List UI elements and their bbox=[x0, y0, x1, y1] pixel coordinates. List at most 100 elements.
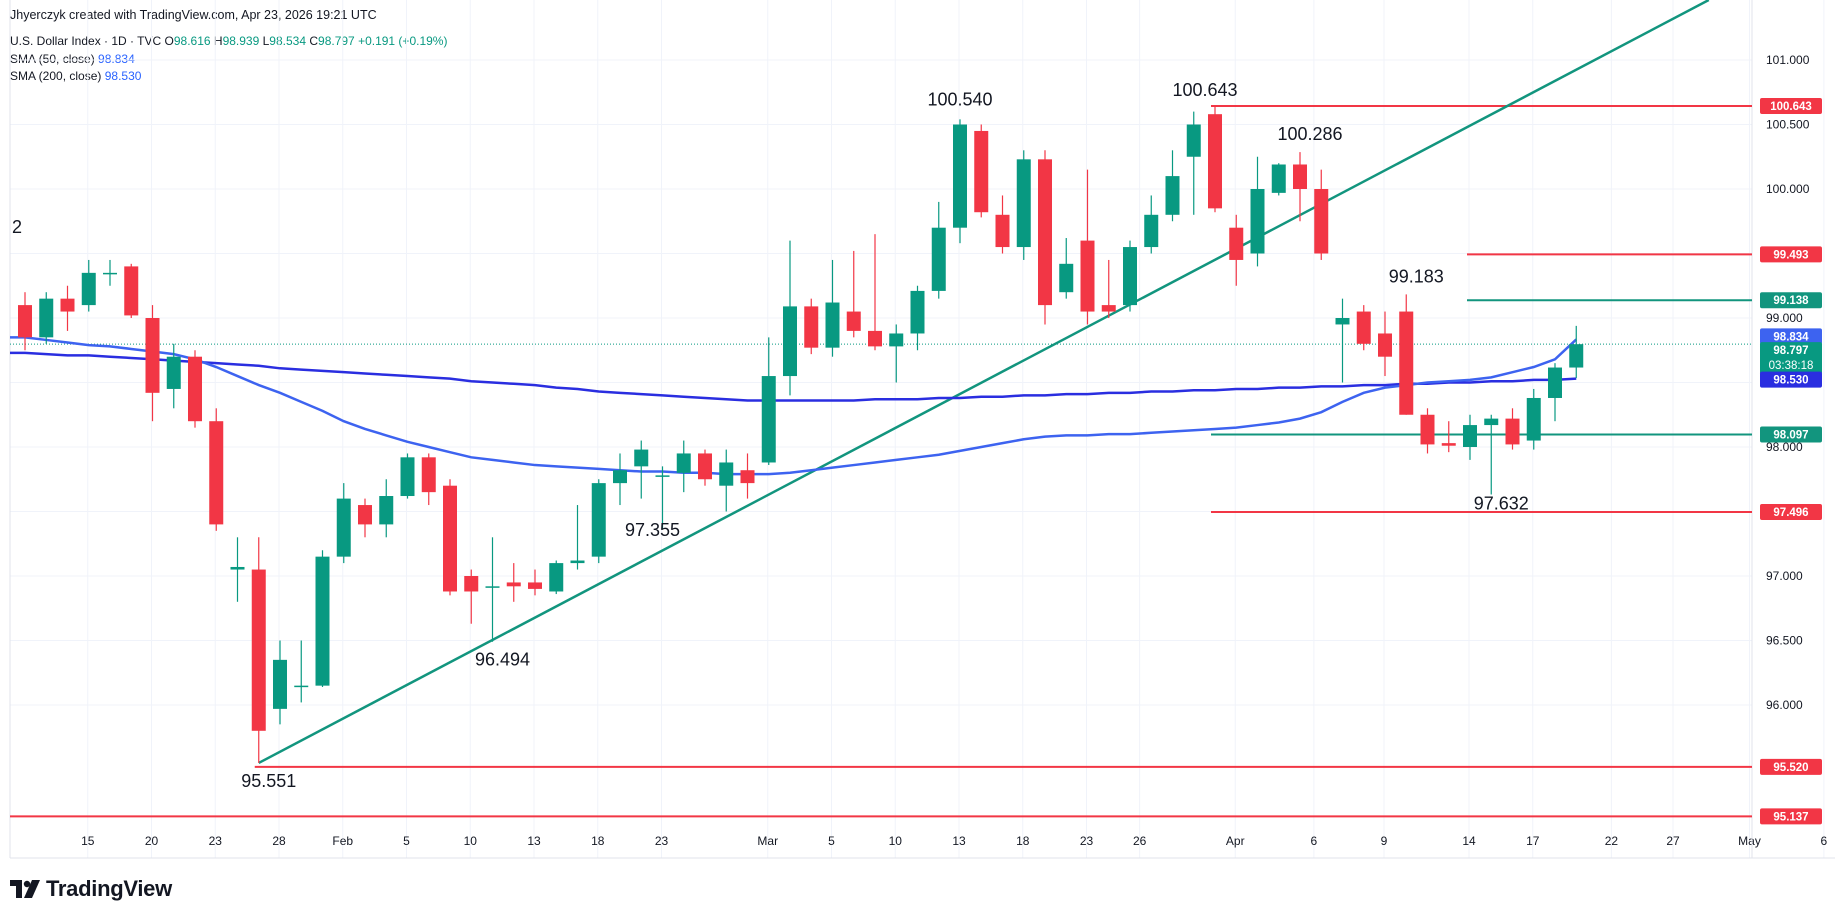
x-tick-label: 28 bbox=[272, 834, 286, 848]
candle bbox=[868, 234, 882, 351]
candle-body bbox=[1250, 189, 1265, 254]
candle-body bbox=[273, 659, 287, 709]
candle bbox=[1186, 111, 1201, 215]
x-tick-label: 6 bbox=[1311, 834, 1318, 848]
candle-body bbox=[1526, 397, 1541, 441]
candle bbox=[1314, 169, 1329, 260]
sma50-line bbox=[10, 336, 1578, 476]
candle bbox=[506, 563, 521, 602]
candle bbox=[1165, 150, 1180, 222]
price-annotation: 99.183 bbox=[1389, 266, 1444, 286]
candle bbox=[1569, 325, 1584, 379]
candle bbox=[591, 479, 606, 564]
candle bbox=[1378, 311, 1392, 377]
x-tick-label: 18 bbox=[591, 834, 605, 848]
price-annotation: 97.355 bbox=[625, 520, 680, 540]
candle bbox=[1123, 240, 1137, 312]
y-tick-label: 99.000 bbox=[1766, 311, 1803, 325]
candle bbox=[910, 285, 925, 351]
candle-body bbox=[1293, 164, 1307, 189]
x-tick-label: 6 bbox=[1821, 834, 1828, 848]
candle-body bbox=[1378, 333, 1392, 357]
candle bbox=[464, 569, 479, 624]
price-annotation: 95.551 bbox=[241, 771, 296, 791]
candle bbox=[1548, 363, 1562, 422]
candle-body bbox=[443, 485, 457, 592]
candle-body bbox=[1165, 176, 1180, 215]
symbol-title[interactable]: U.S. Dollar Index · 1D · TVC bbox=[10, 34, 162, 48]
candle bbox=[740, 453, 755, 499]
candle-body bbox=[18, 305, 32, 338]
candle-body bbox=[1569, 344, 1584, 368]
level-badge-99.138 bbox=[1760, 292, 1822, 309]
x-tick-label: 23 bbox=[1080, 834, 1094, 848]
candle-body bbox=[188, 356, 202, 422]
x-tick-label: 15 bbox=[81, 834, 95, 848]
candle-body bbox=[634, 449, 649, 467]
candle-body bbox=[719, 462, 734, 486]
candle bbox=[953, 119, 967, 244]
candle bbox=[931, 201, 946, 299]
candle-body bbox=[889, 333, 904, 347]
candle-body bbox=[1505, 418, 1520, 445]
high-value: 98.939 bbox=[222, 34, 260, 48]
x-tick-label: Apr bbox=[1226, 834, 1245, 848]
candle-body bbox=[1399, 311, 1414, 415]
price-badge-sma200 bbox=[1760, 371, 1822, 388]
candle-body bbox=[166, 356, 181, 389]
sma50-legend[interactable]: SMA (50, close) 98.834 bbox=[10, 52, 135, 66]
candle bbox=[103, 259, 117, 286]
candle-body bbox=[1335, 318, 1350, 325]
candle bbox=[336, 483, 351, 564]
price-badge-sma50 bbox=[1760, 328, 1822, 345]
candle-body bbox=[761, 376, 776, 463]
price-annotation: 100.286 bbox=[1277, 124, 1342, 144]
candle bbox=[39, 292, 54, 344]
candle-body bbox=[655, 475, 670, 477]
x-tick-label: 10 bbox=[889, 834, 903, 848]
candle bbox=[1293, 152, 1307, 222]
level-badge-98.097 bbox=[1760, 426, 1822, 443]
candle bbox=[315, 550, 330, 687]
candle-body bbox=[485, 586, 500, 588]
candle-body bbox=[464, 576, 479, 592]
candle bbox=[485, 537, 500, 642]
candle bbox=[18, 292, 32, 351]
candle-body bbox=[39, 298, 54, 338]
chart-credit: Jhyerczyk created with TradingView.com, … bbox=[10, 8, 377, 22]
trendline bbox=[258, 0, 1710, 765]
candle bbox=[570, 505, 585, 570]
sma50-label: SMA (50, close) bbox=[10, 52, 95, 66]
candle-body bbox=[1101, 305, 1116, 312]
price-badge-price bbox=[1760, 342, 1822, 375]
candle bbox=[613, 453, 627, 506]
candle bbox=[1335, 298, 1350, 383]
candle bbox=[825, 259, 840, 357]
candle-body bbox=[379, 496, 394, 525]
candle bbox=[145, 305, 160, 422]
candle-body bbox=[1229, 227, 1244, 260]
candle bbox=[1526, 388, 1541, 450]
candle-body bbox=[931, 227, 946, 291]
y-tick-label: 96.000 bbox=[1766, 698, 1803, 712]
candle bbox=[698, 449, 712, 486]
candle-body bbox=[549, 563, 564, 592]
level-badge-text: 99.138 bbox=[1773, 295, 1809, 307]
candle bbox=[1420, 408, 1435, 454]
candle-body bbox=[336, 498, 351, 557]
price-annotation: 100.643 bbox=[1172, 80, 1237, 100]
candle-body bbox=[1080, 240, 1095, 312]
sma200-legend[interactable]: SMA (200, close) 98.530 bbox=[10, 69, 141, 83]
x-tick-label: 17 bbox=[1526, 834, 1540, 848]
candle bbox=[761, 337, 776, 466]
open-value: 98.616 bbox=[173, 34, 211, 48]
x-tick-label: 10 bbox=[464, 834, 478, 848]
x-tick-label: 5 bbox=[828, 834, 835, 848]
candle-body bbox=[804, 306, 819, 348]
candle bbox=[443, 479, 457, 596]
candle-body bbox=[251, 569, 266, 731]
x-tick-label: 5 bbox=[403, 834, 410, 848]
candle bbox=[1441, 421, 1456, 453]
low-label: L bbox=[262, 34, 270, 48]
